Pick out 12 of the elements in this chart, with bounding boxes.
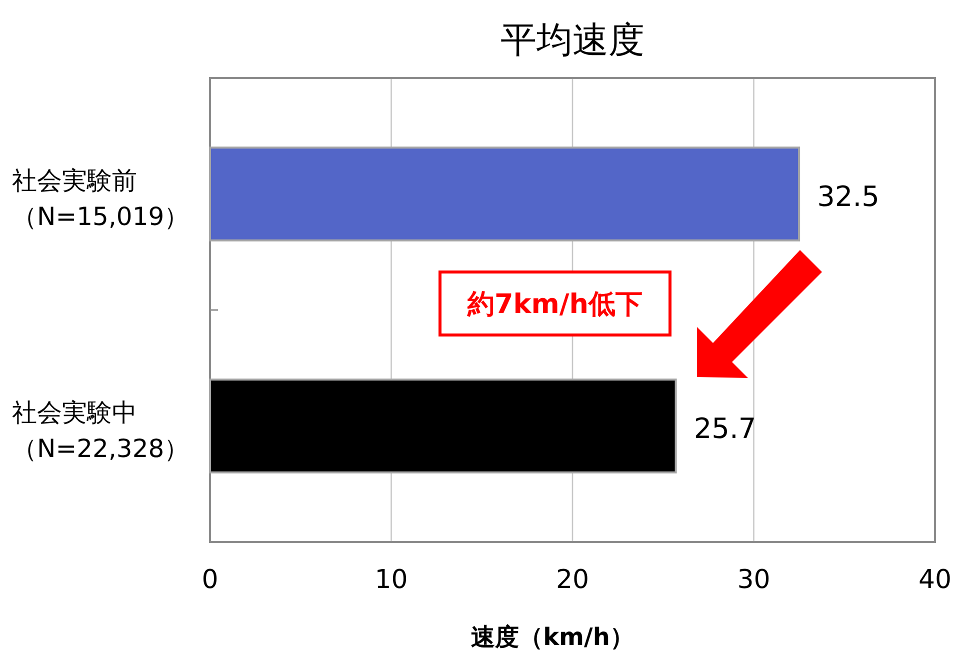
x-tick-label: 0 [202,565,218,595]
x-tick-label: 10 [374,565,408,595]
x-tick-label: 40 [918,565,952,595]
annotation: 約7km/h低下 [466,289,642,320]
data-label: 25.7 [694,412,756,445]
x-tick-label: 30 [737,565,770,595]
data-label: 32.5 [817,180,880,213]
chart-title: 平均速度 [500,20,644,61]
x-tick-label: 20 [556,565,590,595]
y-tick-label: 社会実験前（N=15,019） [12,166,190,231]
x-axis-title: 速度（km/h） [471,623,634,651]
y-tick-label: 社会実験中（N=22,328） [12,398,190,463]
